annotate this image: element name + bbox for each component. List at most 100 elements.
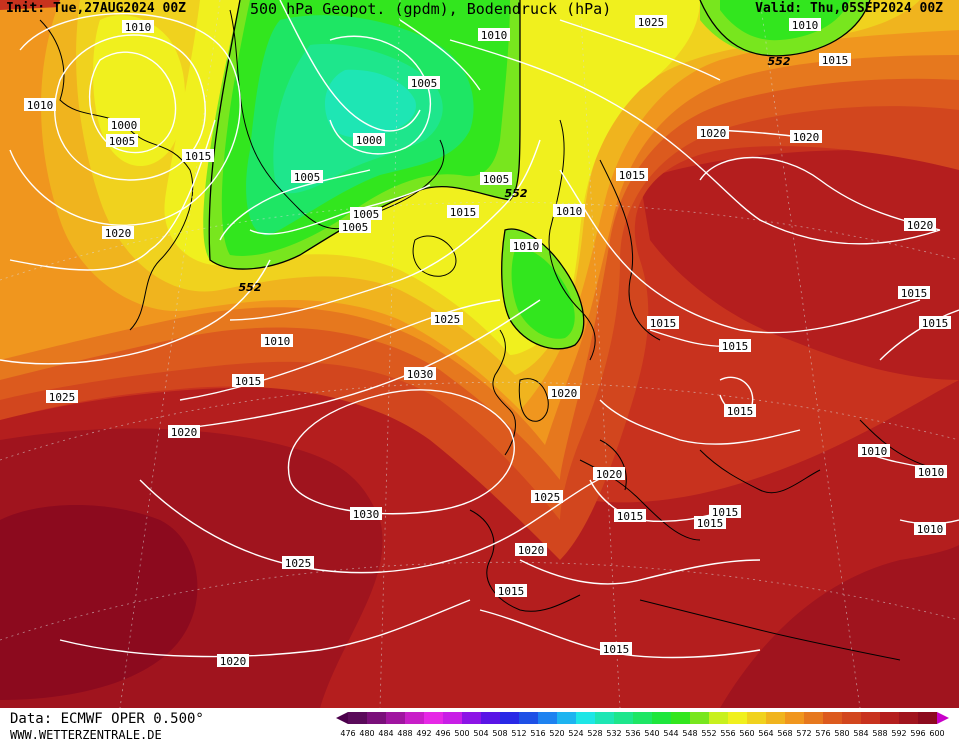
isobar-label: 1020 (217, 654, 249, 668)
isobar-value: 1015 (235, 375, 262, 388)
colorbar-swatch (595, 712, 614, 724)
colorbar-tick-label: 552 (701, 729, 716, 738)
colorbar-tick-label: 480 (359, 729, 374, 738)
isobar-label-layer: 1010 1010 1025 1010 1015 1010 1000 1005 1005 1015… (24, 15, 951, 668)
isobar-value: 1025 (534, 491, 561, 504)
colorbar-swatch (576, 712, 595, 724)
isobar-label: 1015 (647, 316, 679, 330)
colorbar-tick-label: 520 (549, 729, 564, 738)
colorbar-swatch (614, 712, 633, 724)
colorbar-tick-label: 584 (853, 729, 868, 738)
isobar-value: 1015 (901, 287, 928, 300)
isobar-label: 1020 (904, 218, 936, 232)
colorbar-tick-label: 536 (625, 729, 640, 738)
isobar-label: 1010 (553, 204, 585, 218)
isobar-value: 1005 (411, 77, 438, 90)
isobar-label: 1010 (24, 98, 56, 112)
geopotential-band-592-east (720, 545, 959, 708)
colorbar-swatch (899, 712, 918, 724)
isobar-label: 1015 (614, 509, 646, 523)
geopotential-band-536 (325, 69, 416, 138)
isobar-label: 1015 (447, 205, 479, 219)
isobar-value: 1010 (481, 29, 508, 42)
isobar-value: 1000 (111, 119, 138, 132)
isobar-label: 1020 (697, 126, 729, 140)
colorbar-swatch (823, 712, 842, 724)
isobar-label: 1015 (232, 374, 264, 388)
isobar-label: 1015 (919, 316, 951, 330)
isobar-value: 1030 (407, 368, 434, 381)
isobar-label: 1020 (515, 543, 547, 557)
colorbar-tick-label: 544 (663, 729, 678, 738)
colorbar-tick-label: 508 (492, 729, 507, 738)
isobar-value: 1010 (918, 466, 945, 479)
colorbar-swatch (424, 712, 443, 724)
isobar-value: 1010 (125, 21, 152, 34)
colorbar-swatch (728, 712, 747, 724)
isobar-label: 1010 (510, 239, 542, 253)
colorbar-tick-label: 548 (682, 729, 697, 738)
isobar-label: 1010 (122, 20, 154, 34)
isobar-value: 1015 (617, 510, 644, 523)
isobar-label: 1005 (350, 207, 382, 221)
colorbar-swatch (519, 712, 538, 724)
isobar-label: 1005 (291, 170, 323, 184)
isobar-value: 1015 (727, 405, 754, 418)
isobar-label: 1010 (789, 18, 821, 32)
isobar-label: 1015 (182, 149, 214, 163)
colorbar-left-arrow (336, 712, 348, 724)
colorbar-tick-label: 484 (378, 729, 393, 738)
isobar-value: 1020 (551, 387, 578, 400)
isobar-label: 1005 (480, 172, 512, 186)
colorbar-tick-label: 564 (758, 729, 773, 738)
colorbar-swatch (500, 712, 519, 724)
isobar-value: 1010 (27, 99, 54, 112)
isobar-value: 1015 (603, 643, 630, 656)
weather-map (0, 0, 959, 708)
isobar-label: 1000 (353, 133, 385, 147)
isobar-value: 1020 (907, 219, 934, 232)
isobar-value: 1015 (722, 340, 749, 353)
colorbar-tick-label: 572 (796, 729, 811, 738)
website: WWW.WETTERZENTRALE.DE (10, 728, 162, 742)
isobar-value: 1025 (285, 557, 312, 570)
colorbar-tick-label: 568 (777, 729, 792, 738)
isobar-value: 1020 (793, 131, 820, 144)
isobar-label: 1005 (408, 76, 440, 90)
colorbar-swatch (804, 712, 823, 724)
geopotential-band-584-east (640, 150, 959, 380)
colorbar-swatch (709, 712, 728, 724)
colorbar-tick-label: 556 (720, 729, 735, 738)
colorbar-swatch (785, 712, 804, 724)
isobar-label: 1015 (495, 584, 527, 598)
isobar-value: 1015 (697, 517, 724, 530)
contour-552-label: 552 (505, 187, 528, 200)
isobar-label: 1025 (46, 390, 78, 404)
colorbar-tick-label: 560 (739, 729, 754, 738)
isobar-value: 1005 (294, 171, 321, 184)
isobar-value: 1015 (922, 317, 949, 330)
colorbar-tick-label: 516 (530, 729, 545, 738)
isobar-label: 1015 (898, 286, 930, 300)
isobar-label: 1030 (404, 367, 436, 381)
isobar-value: 1020 (105, 227, 132, 240)
colorbar-swatch (443, 712, 462, 724)
colorbar-swatch (918, 712, 937, 724)
isobar-value: 1020 (700, 127, 727, 140)
contour-552-label: 552 (768, 55, 791, 68)
colorbar-tick-label: 492 (416, 729, 431, 738)
isobar-value: 1025 (49, 391, 76, 404)
isobar-label: 1015 (819, 53, 851, 67)
isobar-label: 1010 (915, 465, 947, 479)
isobar-label: 1020 (548, 386, 580, 400)
colorbar-tick-label: 500 (454, 729, 469, 738)
colorbar-tick-label: 488 (397, 729, 412, 738)
isobar-value: 1015 (498, 585, 525, 598)
colorbar-swatch (481, 712, 500, 724)
isobar-value: 1015 (822, 54, 849, 67)
colorbar-swatch (842, 712, 861, 724)
isobar-label: 1025 (531, 490, 563, 504)
colorbar-swatch (880, 712, 899, 724)
colorbar-tick-label: 540 (644, 729, 659, 738)
isobar-label: 1000 (108, 118, 140, 132)
